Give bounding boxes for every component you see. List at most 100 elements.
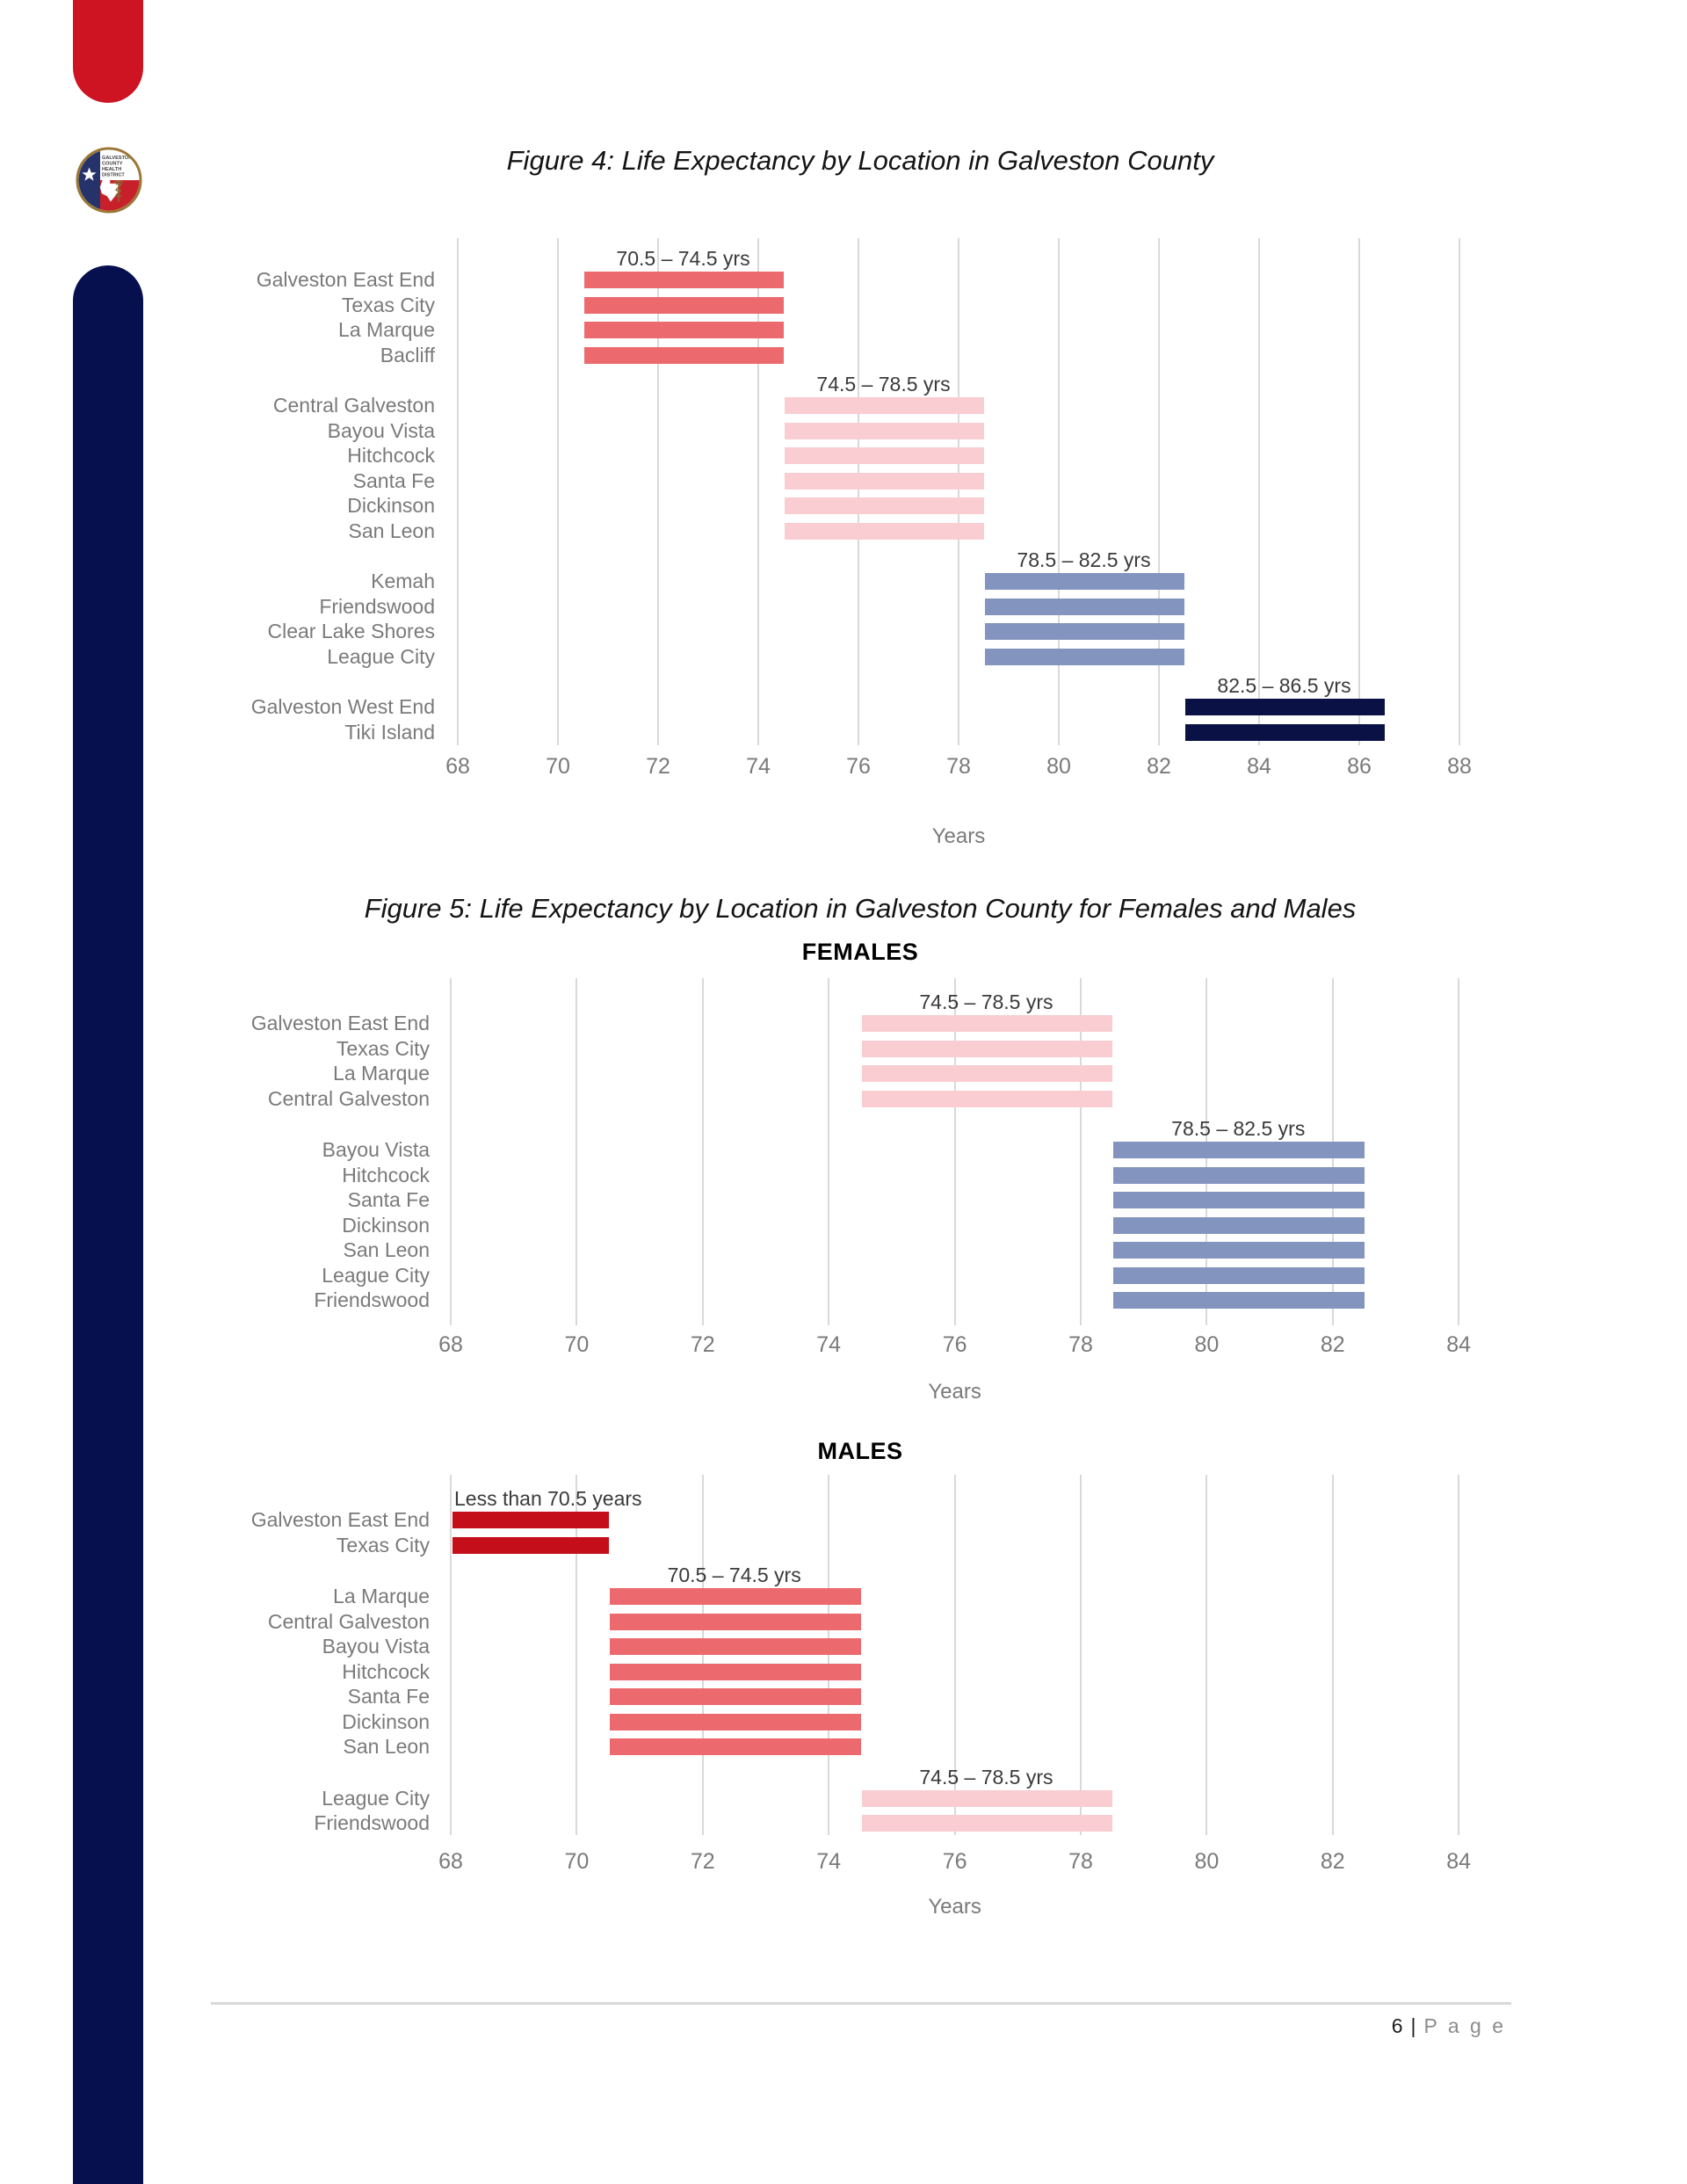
axis-gridline (557, 238, 559, 745)
category-label: Hitchcock (342, 1659, 430, 1683)
axis-tick-label: 88 (1447, 754, 1472, 779)
group-range-label: 74.5 – 78.5 yrs (919, 990, 1053, 1013)
bar (861, 1815, 1113, 1832)
axis-tick-label: 70 (564, 1332, 590, 1357)
page-footer: 6 | P a g e (1392, 2014, 1506, 2038)
category-label: Hitchcock (342, 1163, 430, 1186)
figure4-title: Figure 4: Life Expectancy by Location in… (506, 145, 1214, 176)
bar (861, 1040, 1113, 1057)
category-label: League City (322, 1786, 430, 1810)
axis-gridline (1058, 238, 1060, 745)
axis-tick-label: 80 (1194, 1332, 1220, 1357)
bar (785, 397, 984, 414)
axis-gridline (701, 1475, 704, 1835)
axis-tick-label: 74 (746, 754, 771, 779)
bar (584, 322, 784, 338)
bar (985, 598, 1184, 615)
footer-page-word: P a g e (1423, 2014, 1506, 2037)
category-label: League City (322, 1263, 430, 1287)
axis-tick-label: 76 (942, 1332, 967, 1357)
bar (1185, 699, 1385, 715)
category-label: San Leon (348, 519, 435, 542)
axis-tick-label: 84 (1446, 1849, 1472, 1874)
bar (1113, 1292, 1365, 1309)
category-label: Central Galveston (267, 1086, 430, 1110)
bar (452, 1536, 609, 1554)
bar (1113, 1216, 1365, 1234)
axis-tick-label: 84 (1446, 1332, 1472, 1357)
category-label: Clear Lake Shores (267, 620, 436, 642)
page-number: 6 (1391, 2014, 1403, 2037)
bar (785, 497, 984, 514)
group-range-label: Less than 70.5 years (454, 1487, 642, 1510)
bar (609, 1663, 861, 1680)
axis-gridline (657, 238, 659, 745)
logo-text: GALVESTON COUNTY HEALTH DISTRICT (102, 156, 132, 178)
category-label: Galveston West End (250, 695, 435, 718)
bar (584, 272, 784, 288)
top-red-tab (73, 0, 143, 103)
axis-gridline (1158, 238, 1160, 745)
axis-gridline (1458, 978, 1460, 1325)
category-label: Santa Fe (347, 1188, 430, 1211)
category-label: Galveston East End (256, 268, 435, 291)
bar (609, 1638, 861, 1655)
bar (985, 648, 1184, 665)
axis-gridline (450, 978, 452, 1325)
axis-gridline (1258, 238, 1260, 745)
axis-tick-label: 78 (1068, 1849, 1093, 1874)
bar (609, 1713, 861, 1731)
axis-gridline (757, 238, 759, 745)
bar (609, 1588, 861, 1605)
axis-title-years: Years (928, 1895, 981, 1919)
group-range-label: 70.5 – 74.5 yrs (667, 1564, 801, 1586)
bar (1185, 723, 1385, 741)
category-label: Santa Fe (352, 468, 435, 492)
axis-tick-label: 72 (690, 1332, 715, 1357)
bar (609, 1613, 861, 1630)
axis-gridline (450, 1475, 452, 1835)
category-label: Dickinson (342, 1213, 430, 1237)
group-range-label: 82.5 – 86.5 yrs (1217, 674, 1351, 697)
category-label: Bacliff (380, 343, 435, 366)
category-label: Galveston East End (250, 1508, 430, 1531)
footer-separator: | (1410, 2014, 1416, 2037)
axis-gridline (576, 1475, 578, 1835)
axis-gridline (1458, 1475, 1460, 1835)
svg-text:COUNTY: COUNTY (102, 162, 123, 167)
axis-gridline (701, 978, 704, 1325)
axis-tick-label: 70 (546, 754, 570, 779)
axis-tick-label: 86 (1347, 754, 1372, 779)
logo-star-icon (82, 167, 97, 181)
axis-tick-label: 72 (646, 754, 670, 779)
category-label: San Leon (343, 1238, 430, 1261)
axis-tick-label: 72 (690, 1849, 715, 1874)
axis-gridline (457, 238, 459, 745)
group-range-label: 74.5 – 78.5 yrs (919, 1765, 1053, 1789)
category-label: Dickinson (342, 1709, 430, 1733)
axis-tick-label: 78 (946, 754, 971, 779)
axis-tick-label: 70 (564, 1849, 590, 1874)
category-label: Bayou Vista (322, 1635, 430, 1658)
axis-tick-label: 82 (1320, 1332, 1345, 1357)
axis-tick-label: 78 (1068, 1332, 1093, 1357)
group-range-label: 74.5 – 78.5 yrs (816, 373, 951, 395)
bar (1113, 1166, 1365, 1184)
group-range-label: 70.5 – 74.5 yrs (616, 247, 750, 270)
category-label: La Marque (338, 318, 435, 341)
category-label: Texas City (336, 1533, 430, 1556)
bar (609, 1738, 861, 1755)
axis-gridline (858, 238, 859, 745)
axis-tick-label: 84 (1247, 754, 1271, 779)
group-range-label: 78.5 – 82.5 yrs (1017, 548, 1151, 571)
bar (584, 346, 784, 364)
axis-gridline (828, 978, 830, 1325)
axis-tick-label: 68 (438, 1849, 463, 1874)
axis-tick-label: 68 (445, 754, 470, 779)
svg-text:GALVESTON: GALVESTON (102, 156, 132, 161)
svg-text:HEALTH: HEALTH (102, 167, 121, 172)
category-label: Dickinson (347, 494, 435, 517)
